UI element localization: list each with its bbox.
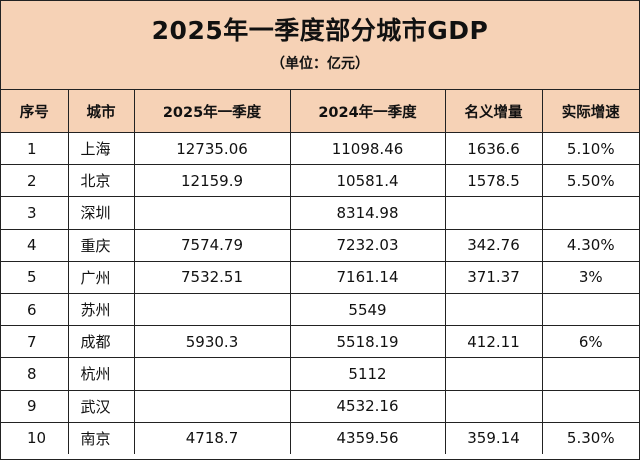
cell-q1-2024: 4359.56 xyxy=(289,421,446,454)
title-block: 2025年一季度部分城市GDP （单位：亿元） xyxy=(1,1,639,90)
cell-q1-2025: 7574.79 xyxy=(133,228,291,262)
table-row: 2 北京 12159.9 10581.4 1578.5 5.50% xyxy=(1,164,639,198)
cell-q1-2025: 4718.7 xyxy=(133,421,291,454)
cell-city: 北京 xyxy=(67,164,135,198)
cell-nominal-increment xyxy=(444,196,543,230)
table-row: 7 成都 5930.3 5518.19 412.11 6% xyxy=(1,325,639,359)
cell-nominal-increment: 412.11 xyxy=(444,325,543,359)
cell-city: 杭州 xyxy=(67,357,135,391)
table-row: 9 武汉 4532.16 xyxy=(1,389,639,423)
cell-index: 10 xyxy=(1,421,69,454)
cell-q1-2025 xyxy=(133,357,291,391)
header-q1-2025: 2025年一季度 xyxy=(133,90,291,133)
header-nominal-increment: 名义增量 xyxy=(444,90,543,133)
cell-q1-2025 xyxy=(133,389,291,423)
cell-index: 6 xyxy=(1,292,69,327)
cell-nominal-increment: 359.14 xyxy=(444,421,543,454)
cell-nominal-increment: 1636.6 xyxy=(444,131,543,166)
cell-q1-2024: 7161.14 xyxy=(289,260,446,294)
cell-q1-2025: 7532.51 xyxy=(133,260,291,294)
gdp-table: 序号 城市 2025年一季度 2024年一季度 名义增量 实际增速 1 上海 127… xyxy=(1,90,639,454)
cell-nominal-increment xyxy=(444,389,543,423)
cell-city: 深圳 xyxy=(67,196,135,230)
cell-index: 2 xyxy=(1,164,69,198)
cell-nominal-increment: 371.37 xyxy=(444,260,543,294)
table-row: 8 杭州 5112 xyxy=(1,357,639,391)
cell-nominal-increment xyxy=(444,357,543,391)
cell-q1-2024: 8314.98 xyxy=(289,196,446,230)
cell-city: 武汉 xyxy=(67,389,135,423)
cell-index: 7 xyxy=(1,325,69,359)
cell-real-growth: 3% xyxy=(541,260,639,294)
cell-nominal-increment: 342.76 xyxy=(444,228,543,262)
cell-real-growth: 6% xyxy=(541,325,639,359)
cell-city: 广州 xyxy=(67,260,135,294)
table-row: 5 广州 7532.51 7161.14 371.37 3% xyxy=(1,260,639,294)
cell-q1-2025 xyxy=(133,292,291,327)
table-row: 3 深圳 8314.98 xyxy=(1,196,639,230)
cell-real-growth xyxy=(541,292,639,327)
cell-real-growth: 5.10% xyxy=(541,131,639,166)
cell-city: 重庆 xyxy=(67,228,135,262)
cell-city: 苏州 xyxy=(67,292,135,327)
cell-real-growth: 5.50% xyxy=(541,164,639,198)
cell-real-growth: 5.30% xyxy=(541,421,639,454)
cell-q1-2025: 12735.06 xyxy=(133,131,291,166)
header-row: 序号 城市 2025年一季度 2024年一季度 名义增量 实际增速 xyxy=(1,90,639,133)
cell-q1-2024: 7232.03 xyxy=(289,228,446,262)
cell-real-growth xyxy=(541,389,639,423)
cell-q1-2024: 5112 xyxy=(289,357,446,391)
cell-index: 4 xyxy=(1,228,69,262)
cell-q1-2025 xyxy=(133,196,291,230)
table-title: 2025年一季度部分城市GDP xyxy=(151,16,489,45)
cell-index: 3 xyxy=(1,196,69,230)
cell-city: 上海 xyxy=(67,131,135,166)
cell-nominal-increment: 1578.5 xyxy=(444,164,543,198)
cell-city: 成都 xyxy=(67,325,135,359)
cell-q1-2024: 4532.16 xyxy=(289,389,446,423)
cell-nominal-increment xyxy=(444,292,543,327)
header-index: 序号 xyxy=(1,90,69,133)
cell-index: 5 xyxy=(1,260,69,294)
header-real-growth: 实际增速 xyxy=(541,90,639,133)
cell-index: 9 xyxy=(1,389,69,423)
table-row: 6 苏州 5549 xyxy=(1,292,639,327)
table-subtitle: （单位：亿元） xyxy=(271,56,369,72)
table-row: 1 上海 12735.06 11098.46 1636.6 5.10% xyxy=(1,131,639,166)
cell-q1-2025: 12159.9 xyxy=(133,164,291,198)
cell-index: 8 xyxy=(1,357,69,391)
cell-real-growth: 4.30% xyxy=(541,228,639,262)
cell-q1-2024: 11098.46 xyxy=(289,131,446,166)
cell-q1-2024: 5518.19 xyxy=(289,325,446,359)
cell-index: 1 xyxy=(1,131,69,166)
cell-q1-2024: 5549 xyxy=(289,292,446,327)
table-row: 4 重庆 7574.79 7232.03 342.76 4.30% xyxy=(1,228,639,262)
header-city: 城市 xyxy=(67,90,135,133)
cell-city: 南京 xyxy=(67,421,135,454)
cell-real-growth xyxy=(541,196,639,230)
cell-real-growth xyxy=(541,357,639,391)
header-q1-2024: 2024年一季度 xyxy=(289,90,446,133)
cell-q1-2025: 5930.3 xyxy=(133,325,291,359)
table-row: 10 南京 4718.7 4359.56 359.14 5.30% xyxy=(1,421,639,454)
cell-q1-2024: 10581.4 xyxy=(289,164,446,198)
